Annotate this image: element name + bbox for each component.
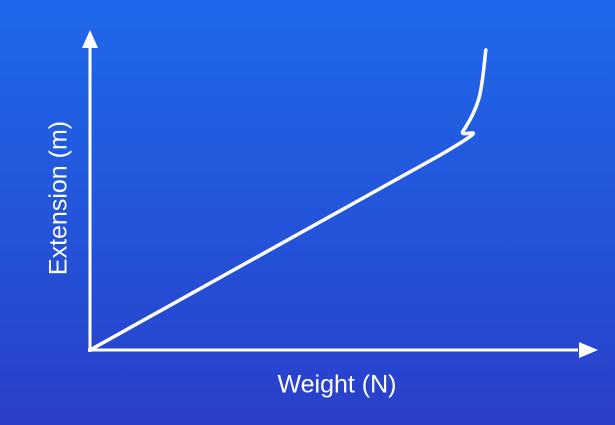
y-axis-arrowhead	[82, 30, 98, 48]
series-line-1	[88, 48, 488, 352]
y-axis-label: Extension (m)	[44, 120, 73, 276]
x-axis-arrowhead	[579, 342, 598, 358]
series-layer	[88, 48, 488, 352]
x-axis-label: Weight (N)	[277, 370, 397, 399]
